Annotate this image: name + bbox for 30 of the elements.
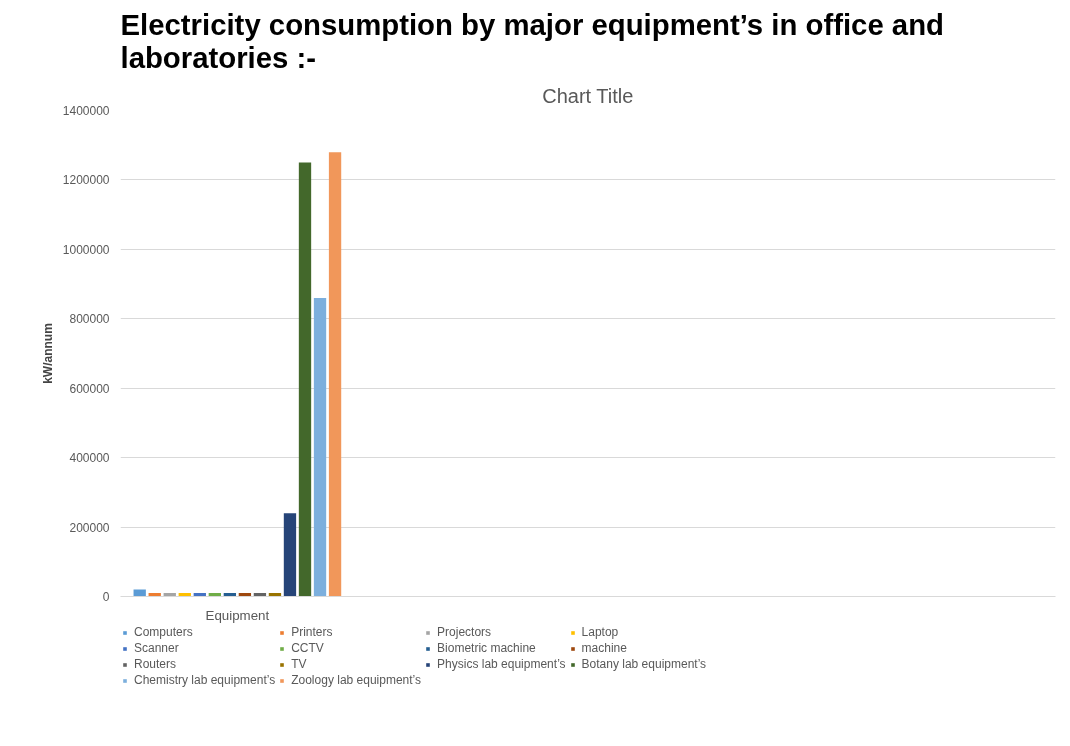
y-tick-label: 200000	[69, 520, 110, 535]
y-tick-label: 400000	[69, 451, 110, 466]
legend-label: Botany lab equipment’s	[581, 657, 707, 671]
legend-label: machine	[581, 641, 627, 655]
chart-subtitle: Chart Title	[542, 84, 634, 107]
legend-label: TV	[291, 657, 308, 671]
legend-label: Projectors	[437, 625, 492, 639]
y-tick-label: 1200000	[62, 173, 110, 188]
bar	[283, 513, 297, 597]
legend-label: Printers	[291, 625, 333, 639]
legend-label: CCTV	[291, 641, 324, 655]
y-tick-label: 0	[102, 590, 110, 604]
bar	[298, 162, 312, 597]
y-tick-label: 1400000	[62, 104, 110, 118]
chart-title: Electricity consumption by major equipment’s in office and laboratories :-	[120, 7, 944, 74]
legend-label: Computers	[134, 625, 193, 639]
legend-label: Laptop	[581, 625, 619, 639]
y-tick-label: 800000	[69, 312, 110, 327]
bar	[313, 297, 327, 597]
y-axis-title: kW/annum	[40, 323, 55, 384]
legend-label: Biometric machine	[437, 641, 536, 655]
y-tick-label: 600000	[69, 381, 110, 396]
x-tick-label: Equipment	[205, 607, 270, 623]
bar	[328, 152, 342, 597]
legend-label: Routers	[134, 657, 177, 671]
y-tick-label: 1000000	[62, 242, 110, 257]
legend-label: Zoology lab equipment’s	[291, 673, 422, 687]
legend-label: Scanner	[134, 641, 179, 655]
legend-label: Physics lab equipment’s	[437, 657, 566, 671]
legend-label: Chemistry lab equipment’s	[134, 673, 276, 687]
